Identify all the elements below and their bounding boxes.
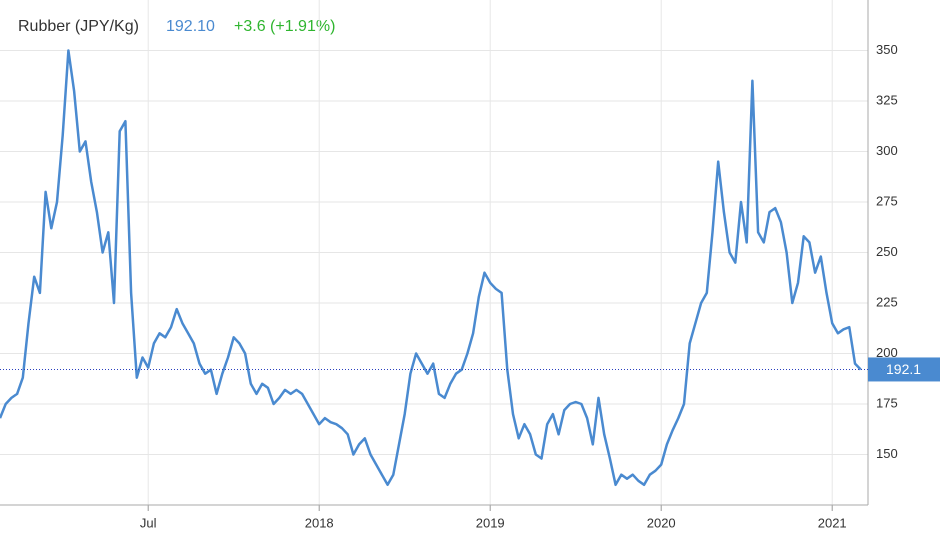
last-value-tag: [868, 357, 940, 382]
y-tick-label: 350: [876, 42, 898, 57]
y-tick-label: 225: [876, 294, 898, 309]
y-tick-label: 150: [876, 446, 898, 461]
x-tick-label: 2021: [818, 515, 847, 530]
price-change: +3.6 (+1.91%): [234, 18, 335, 35]
y-tick-label: 300: [876, 143, 898, 158]
chart-title: Rubber (JPY/Kg): [18, 18, 139, 35]
current-price: 192.10: [166, 18, 215, 35]
x-tick-label: 2019: [476, 515, 505, 530]
x-tick-label: 2018: [305, 515, 334, 530]
y-tick-label: 200: [876, 345, 898, 360]
y-tick-label: 250: [876, 244, 898, 259]
y-tick-label: 175: [876, 395, 898, 410]
x-tick-label: Jul: [140, 515, 157, 530]
last-value-label: 192.1: [886, 361, 921, 377]
y-tick-label: 325: [876, 92, 898, 107]
x-tick-label: 2020: [647, 515, 676, 530]
y-tick-label: 275: [876, 193, 898, 208]
price-line: [0, 49, 862, 487]
